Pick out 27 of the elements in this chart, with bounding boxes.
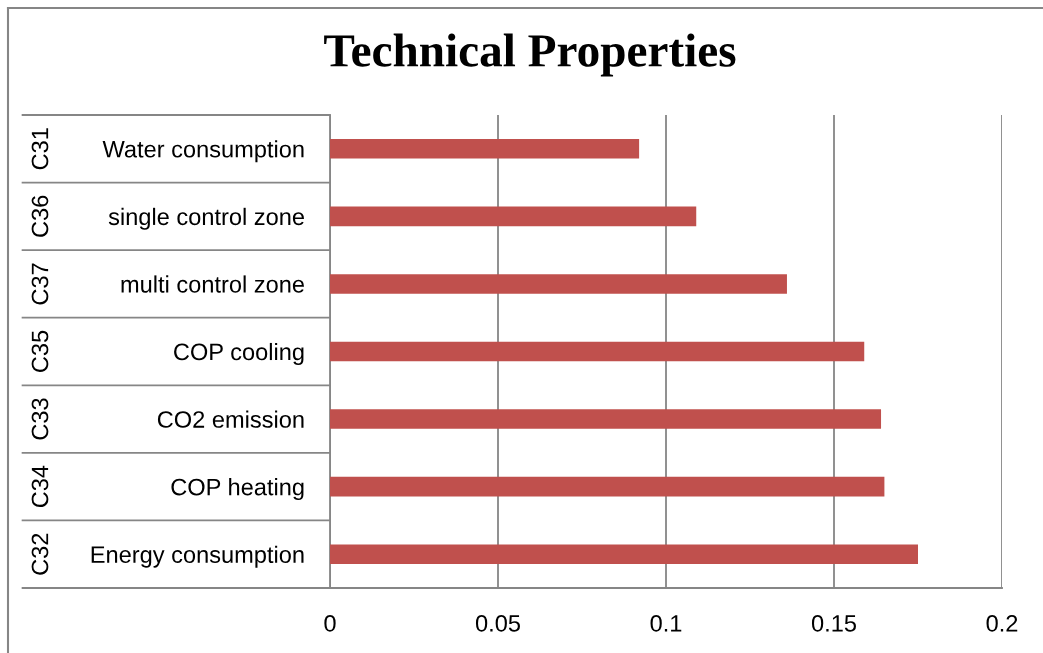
- bar: [330, 409, 882, 429]
- bar: [330, 138, 640, 159]
- text: C31: [31, 128, 49, 170]
- y-tick-label: COP cooling: [174, 342, 304, 365]
- text: C33: [31, 398, 49, 440]
- x-tick-label: 0.2: [986, 615, 1018, 632]
- text: C35: [31, 330, 49, 372]
- bar: [330, 274, 787, 294]
- y-tick-label: Energy consumption: [91, 545, 304, 568]
- bar: [330, 206, 697, 227]
- text: C32: [31, 533, 49, 575]
- chart-title: Technical Properties: [324, 33, 736, 77]
- x-tick-label: 0.15: [811, 615, 856, 632]
- x-tick-label: 0: [324, 615, 336, 632]
- y-tick-label: single control zone: [108, 207, 304, 230]
- text: C36: [31, 195, 49, 237]
- bar: [330, 476, 885, 497]
- x-tick-label: 0.1: [650, 615, 682, 632]
- y-tick-label: COP heating: [171, 478, 304, 501]
- x-tick-label: 0.05: [475, 615, 520, 632]
- text: C34: [31, 465, 49, 508]
- y-tick-label: multi control zone: [121, 275, 304, 293]
- bar: [330, 341, 865, 362]
- y-tick-label: CO2 emission: [157, 410, 304, 428]
- y-tick-label: Water consumption: [102, 140, 304, 163]
- text: C37: [31, 263, 49, 305]
- bar: [330, 544, 918, 565]
